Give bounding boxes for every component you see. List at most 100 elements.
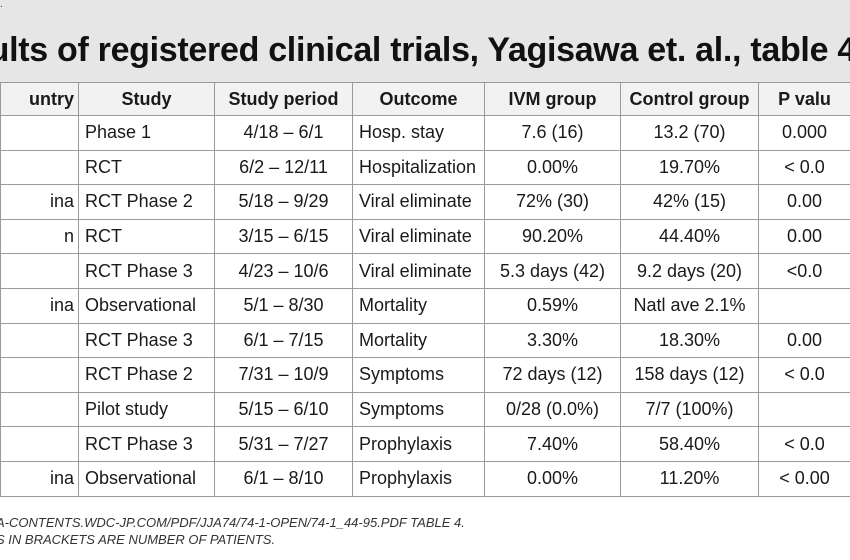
table-row: Phase 1 4/18 – 6/1 Hosp. stay 7.6 (16) 13.2 …: [0, 115, 850, 151]
col-header-p-value: P valu: [758, 82, 850, 116]
corner-mark: .: [0, 0, 3, 10]
cell-control-group: 18.30%: [620, 322, 759, 359]
cell-study-period: 6/2 – 12/11: [214, 149, 353, 186]
cell-outcome: Symptoms: [352, 357, 485, 393]
cell-outcome: Mortality: [352, 322, 485, 359]
cell-ivm-group: 5.3 days (42): [484, 253, 621, 289]
col-header-country: untry: [0, 82, 79, 116]
cell-p-value: < 0.0: [758, 426, 850, 462]
cell-study: RCT Phase 3: [78, 322, 215, 359]
cell-control-group: 9.2 days (20): [620, 253, 759, 289]
cell-study-period: 5/1 – 8/30: [214, 287, 353, 324]
cell-control-group: Natl ave 2.1%: [620, 287, 759, 324]
cell-study: Observational: [78, 287, 215, 324]
cell-control-group: 42% (15): [620, 184, 759, 220]
table-row: n RCT 3/15 – 6/15 Viral eliminate 90.20% 44.4…: [0, 218, 850, 255]
cell-control-group: 158 days (12): [620, 357, 759, 393]
cell-country: [0, 426, 79, 462]
cell-outcome: Mortality: [352, 287, 485, 324]
table-row: Pilot study 5/15 – 6/10 Symptoms 0/28 (0.0%…: [0, 391, 850, 428]
cell-country: [0, 149, 79, 186]
cell-study-period: 5/31 – 7/27: [214, 426, 353, 462]
cell-outcome: Viral eliminate: [352, 184, 485, 220]
cell-study-period: 6/1 – 7/15: [214, 322, 353, 359]
cell-study-period: 5/15 – 6/10: [214, 391, 353, 428]
table-row: RCT 6/2 – 12/11 Hospitalization 0.00% 19.70%…: [0, 149, 850, 186]
trials-table: untry Study Study period Outcome IVM gro…: [0, 82, 850, 497]
cell-study-period: 5/18 – 9/29: [214, 184, 353, 220]
cell-outcome: Symptoms: [352, 391, 485, 428]
cell-ivm-group: 72 days (12): [484, 357, 621, 393]
table-row: ina RCT Phase 2 5/18 – 9/29 Viral eliminate…: [0, 184, 850, 220]
cell-outcome: Viral eliminate: [352, 253, 485, 289]
cell-country: [0, 391, 79, 428]
cell-country: [0, 253, 79, 289]
cell-study: RCT: [78, 218, 215, 255]
table-row: ina Observational 6/1 – 8/10 Prophylaxis 0.0…: [0, 460, 850, 497]
cell-p-value: 0.00: [758, 184, 850, 220]
cell-ivm-group: 72% (30): [484, 184, 621, 220]
cell-study: RCT Phase 3: [78, 253, 215, 289]
cell-control-group: 44.40%: [620, 218, 759, 255]
col-header-study-period: Study period: [214, 82, 353, 116]
table-header-row: untry Study Study period Outcome IVM gro…: [0, 82, 850, 116]
cell-p-value: < 0.0: [758, 357, 850, 393]
col-header-ivm-group: IVM group: [484, 82, 621, 116]
cell-study-period: 4/23 – 10/6: [214, 253, 353, 289]
cell-study: Observational: [78, 460, 215, 497]
cell-ivm-group: 90.20%: [484, 218, 621, 255]
table-title: sults of registered clinical trials, Yag…: [0, 31, 850, 69]
cell-study-period: 6/1 – 8/10: [214, 460, 353, 497]
brackets-note: S IN BRACKETS ARE NUMBER OF PATIENTS.: [0, 532, 276, 547]
table-row: RCT Phase 3 6/1 – 7/15 Mortality 3.30% 18.30…: [0, 322, 850, 359]
cell-country: [0, 357, 79, 393]
table-row: RCT Phase 3 4/23 – 10/6 Viral eliminate 5.3…: [0, 253, 850, 289]
cell-study-period: 3/15 – 6/15: [214, 218, 353, 255]
cell-p-value: < 0.00: [758, 460, 850, 497]
cell-study-period: 4/18 – 6/1: [214, 115, 353, 151]
cell-country: n: [0, 218, 79, 255]
cell-study: Pilot study: [78, 391, 215, 428]
cell-outcome: Hospitalization: [352, 149, 485, 186]
cell-country: ina: [0, 287, 79, 324]
cell-ivm-group: 0/28 (0.0%): [484, 391, 621, 428]
cell-ivm-group: 7.6 (16): [484, 115, 621, 151]
title-band: [0, 0, 850, 82]
cell-p-value: [758, 287, 850, 324]
cell-study: RCT Phase 2: [78, 184, 215, 220]
cell-ivm-group: 0.00%: [484, 149, 621, 186]
cell-control-group: 11.20%: [620, 460, 759, 497]
table-row: ina Observational 5/1 – 8/30 Mortality 0.59%…: [0, 287, 850, 324]
cell-outcome: Prophylaxis: [352, 426, 485, 462]
table-notes: A-CONTENTS.WDC-JP.COM/PDF/JJA74/74-1-OPE…: [0, 514, 465, 548]
cell-country: [0, 322, 79, 359]
cell-study: RCT Phase 3: [78, 426, 215, 462]
cell-ivm-group: 7.40%: [484, 426, 621, 462]
table-row: RCT Phase 2 7/31 – 10/9 Symptoms 72 days (1…: [0, 357, 850, 393]
cell-outcome: Prophylaxis: [352, 460, 485, 497]
col-header-study: Study: [78, 82, 215, 116]
cell-study: RCT Phase 2: [78, 357, 215, 393]
cell-control-group: 13.2 (70): [620, 115, 759, 151]
cell-p-value: [758, 391, 850, 428]
cell-country: ina: [0, 184, 79, 220]
cell-p-value: <0.0: [758, 253, 850, 289]
cell-study: RCT: [78, 149, 215, 186]
cell-study-period: 7/31 – 10/9: [214, 357, 353, 393]
col-header-control-group: Control group: [620, 82, 759, 116]
cell-p-value: 0.00: [758, 218, 850, 255]
cell-study: Phase 1: [78, 115, 215, 151]
cell-ivm-group: 3.30%: [484, 322, 621, 359]
source-note: A-CONTENTS.WDC-JP.COM/PDF/JJA74/74-1-OPE…: [0, 515, 465, 530]
cell-control-group: 19.70%: [620, 149, 759, 186]
cell-outcome: Viral eliminate: [352, 218, 485, 255]
cell-ivm-group: 0.59%: [484, 287, 621, 324]
table-row: RCT Phase 3 5/31 – 7/27 Prophylaxis 7.40% 58…: [0, 426, 850, 462]
cell-control-group: 7/7 (100%): [620, 391, 759, 428]
col-header-outcome: Outcome: [352, 82, 485, 116]
cell-control-group: 58.40%: [620, 426, 759, 462]
cell-ivm-group: 0.00%: [484, 460, 621, 497]
cell-country: [0, 115, 79, 151]
cell-p-value: 0.00: [758, 322, 850, 359]
cell-p-value: < 0.0: [758, 149, 850, 186]
